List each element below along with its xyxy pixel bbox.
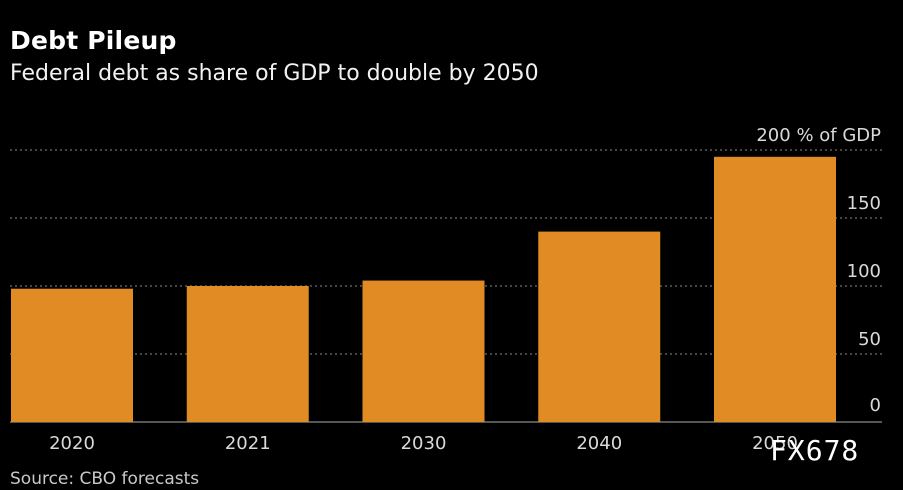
bars — [11, 156, 836, 423]
y-axis-ticks: 0 50 100 150 200 % of GDP — [756, 125, 881, 416]
chart-title: Debt Pileup — [10, 26, 177, 55]
bar-2020 — [11, 288, 133, 422]
bar-2040 — [538, 231, 661, 422]
watermark-logo: FX678 — [770, 434, 860, 467]
x-tick-label-2040: 2040 — [576, 433, 622, 454]
x-tick-label-2021: 2021 — [225, 433, 271, 454]
x-tick-label-2020: 2020 — [49, 433, 95, 454]
x-axis-ticks: 2020 2021 2030 2040 2050 — [49, 433, 798, 454]
chart-subtitle: Federal debt as share of GDP to double b… — [10, 61, 539, 86]
x-tick-label-2030: 2030 — [401, 433, 447, 454]
y-tick-label-200: 200 % of GDP — [756, 125, 881, 146]
y-tick-label-100: 100 — [847, 261, 881, 282]
bar-2021 — [186, 286, 309, 422]
source-note: Source: CBO forecasts — [10, 469, 200, 489]
bar-2050 — [714, 156, 836, 423]
y-tick-label-0: 0 — [870, 395, 881, 416]
bar-2030 — [362, 280, 485, 422]
y-tick-label-150: 150 — [847, 193, 881, 214]
y-tick-label-50: 50 — [858, 329, 881, 350]
x-tick-label-2050: 2050 — [752, 433, 798, 454]
